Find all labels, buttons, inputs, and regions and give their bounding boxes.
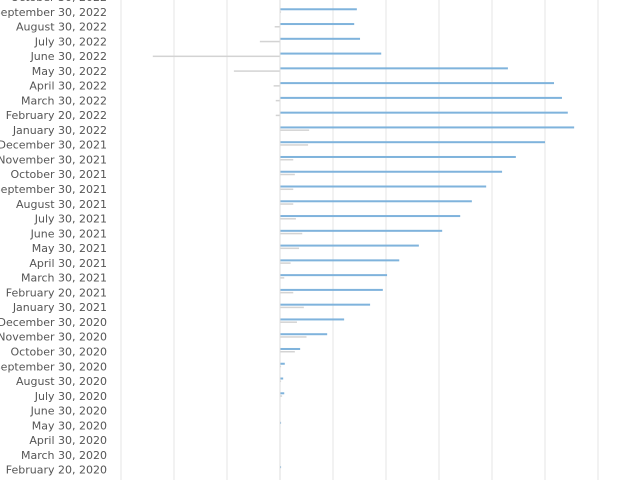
category-label: August 30, 2020 [16, 375, 107, 388]
bar-series-b [280, 365, 282, 368]
category-label: September 30, 2021 [0, 183, 107, 196]
bar-series-b [275, 114, 280, 117]
bar-series-b [280, 247, 300, 250]
bar-series-a [280, 126, 575, 129]
bar-series-b [233, 70, 280, 72]
category-label: December 30, 2021 [0, 139, 107, 152]
category-label: March 30, 2020 [21, 449, 107, 462]
bar-series-a [280, 333, 328, 336]
bar-series-b [280, 158, 294, 161]
bar-series-b [280, 173, 295, 176]
bar-series-a [280, 318, 345, 321]
category-label: May 30, 2022 [32, 65, 107, 78]
bar-series-a [280, 141, 545, 144]
category-label: March 30, 2021 [21, 272, 107, 285]
bar-series-b [280, 350, 295, 353]
bar-series-a [280, 259, 400, 262]
bar-series-b [280, 321, 297, 323]
bar-series-a [280, 377, 284, 380]
category-label: October 30, 2021 [10, 168, 107, 181]
category-label: August 30, 2022 [16, 21, 107, 34]
bar-series-b [259, 40, 280, 43]
bar-series-b [280, 306, 304, 309]
category-label: October 30, 2020 [10, 345, 107, 358]
bar-series-a [280, 362, 285, 365]
bar-series-b [274, 26, 280, 28]
bar-series-b [275, 99, 280, 102]
bar-series-a [280, 466, 282, 469]
category-label: November 30, 2020 [0, 331, 107, 344]
bar-series-a [280, 244, 419, 247]
category-label: July 30, 2020 [34, 390, 107, 403]
category-label: February 20, 2021 [6, 286, 107, 299]
category-label: September 30, 2022 [0, 6, 107, 19]
bar-series-a [280, 170, 503, 173]
category-label: February 20, 2022 [6, 109, 107, 122]
category-label: May 30, 2021 [32, 242, 107, 255]
category-label: October 30, 2022 [10, 0, 107, 4]
bar-series-a [280, 303, 371, 306]
category-label: January 30, 2021 [12, 301, 107, 314]
bar-series-a [280, 200, 472, 203]
category-label: June 30, 2022 [30, 50, 107, 63]
bar-series-a [280, 274, 388, 277]
category-label: April 30, 2022 [29, 80, 107, 93]
bar-series-a [280, 111, 568, 114]
category-label: April 30, 2020 [29, 434, 107, 447]
category-label: August 30, 2021 [16, 198, 107, 211]
bar-series-b [280, 129, 310, 131]
bar-series-a [280, 37, 361, 40]
bar-series-a [280, 288, 383, 291]
category-label: February 20, 2020 [6, 464, 107, 477]
bar-series-a [280, 96, 562, 99]
bar-series-a [280, 52, 382, 55]
bar-series-a [280, 185, 487, 188]
category-label: December 30, 2020 [0, 316, 107, 329]
bar-series-a [280, 155, 516, 158]
category-label: November 30, 2021 [0, 153, 107, 166]
bar-series-a [280, 215, 461, 218]
bar-series-b [280, 188, 294, 191]
bar-series-b [280, 277, 285, 279]
category-label: May 30, 2020 [32, 419, 107, 432]
bar-series-a [280, 392, 285, 395]
bar-series-a [280, 8, 357, 11]
category-label: July 30, 2021 [34, 213, 107, 226]
bar-series-b [280, 203, 294, 205]
bar-series-a [280, 421, 282, 424]
category-label: July 30, 2022 [34, 35, 107, 48]
bar-series-b [280, 336, 307, 338]
category-label: March 30, 2022 [21, 94, 107, 107]
bar-series-b [273, 85, 280, 87]
category-label: January 30, 2022 [12, 124, 107, 137]
bar-series-b [280, 262, 291, 264]
bar-series-b [280, 380, 282, 383]
bar-series-a [280, 82, 555, 85]
category-label: June 30, 2021 [30, 227, 107, 240]
category-label: September 30, 2020 [0, 360, 107, 373]
bar-series-a [280, 347, 301, 350]
bar-series-b [280, 395, 283, 397]
bar-series-b [280, 218, 296, 220]
bar-series-a [280, 67, 508, 70]
category-label: June 30, 2020 [30, 405, 107, 418]
bar-series-a [280, 23, 355, 26]
bar-series-b [280, 291, 294, 294]
category-label: April 30, 2021 [29, 257, 107, 270]
bar-series-b [152, 55, 280, 58]
bar-series-b [280, 11, 282, 13]
bar-series-b [280, 144, 309, 146]
bar-series-b [280, 232, 303, 235]
bar-series-a [280, 229, 443, 232]
